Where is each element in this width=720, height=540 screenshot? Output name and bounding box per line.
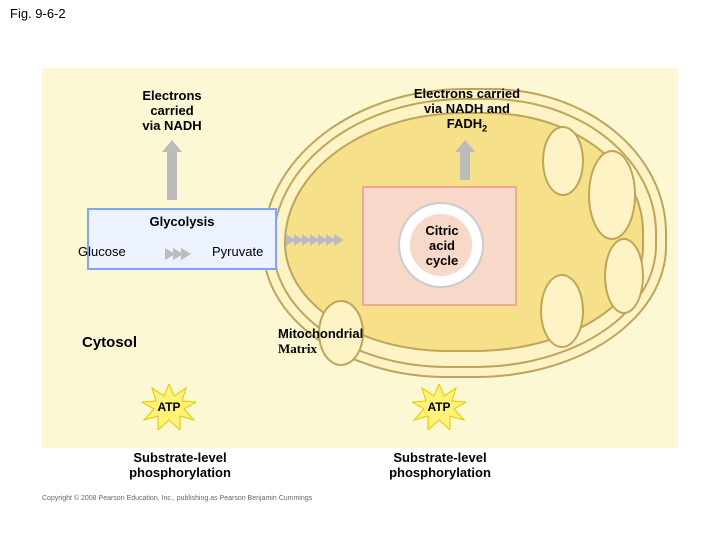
diagram-stage: Electrons carried via NADH Electrons car… bbox=[42, 68, 678, 448]
crista bbox=[604, 238, 644, 314]
line3: FADH bbox=[447, 116, 482, 131]
atp-label: ATP bbox=[427, 400, 450, 414]
electrons-nadh-fadh2-label: Electrons carried via NADH and FADH2 bbox=[387, 86, 547, 134]
slp-label-right: Substrate-level phosphorylation bbox=[360, 450, 520, 480]
mito-matrix-label: Mitochondrial Matrix bbox=[278, 326, 408, 357]
l1: Mitochondrial bbox=[278, 326, 363, 341]
pyruvate-label: Pyruvate bbox=[212, 244, 263, 259]
atp-label: ATP bbox=[157, 400, 180, 414]
citric-label: Citric acid cycle bbox=[392, 223, 492, 268]
arrow-up-icon bbox=[460, 150, 470, 180]
sub2: 2 bbox=[482, 124, 487, 134]
chevron-right-icon bbox=[286, 234, 342, 246]
line1: Electrons carried bbox=[414, 86, 520, 101]
figure-label: Fig. 9-6-2 bbox=[10, 6, 66, 21]
crista bbox=[588, 150, 636, 240]
electrons-nadh-label: Electrons carried via NADH bbox=[112, 88, 232, 133]
glucose-label: Glucose bbox=[78, 244, 126, 259]
line2: via NADH and bbox=[424, 101, 510, 116]
copyright-text: Copyright © 2008 Pearson Education, Inc.… bbox=[42, 495, 312, 502]
slp-label-left: Substrate-level phosphorylation bbox=[100, 450, 260, 480]
glycolysis-box: Glycolysis bbox=[87, 208, 277, 270]
glycolysis-label: Glycolysis bbox=[89, 214, 275, 229]
atp-burst-icon: ATP bbox=[412, 384, 466, 430]
crista bbox=[540, 274, 584, 348]
l2: Matrix bbox=[278, 341, 317, 356]
arrow-up-icon bbox=[167, 150, 177, 200]
cytosol-label: Cytosol bbox=[82, 334, 137, 351]
crista bbox=[542, 126, 584, 196]
atp-burst-icon: ATP bbox=[142, 384, 196, 430]
chevron-right-icon bbox=[165, 248, 189, 260]
